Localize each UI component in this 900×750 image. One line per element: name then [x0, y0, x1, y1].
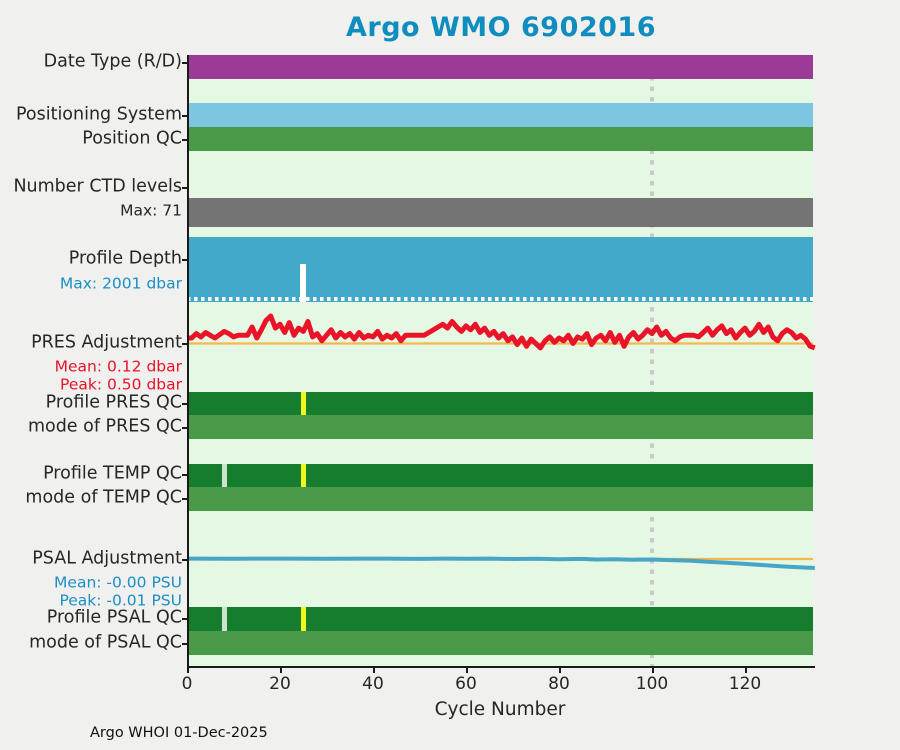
qc-flag-notch [300, 392, 306, 415]
y-tick [182, 403, 187, 405]
row-label-mode_temp_qc: mode of TEMP QC [25, 487, 182, 508]
x-axis-title: Cycle Number [434, 699, 566, 720]
row-label-positioning_system: Positioning System [15, 104, 182, 125]
x-tick-label: 120 [728, 674, 762, 694]
y-tick [182, 139, 187, 141]
x-tick [559, 666, 561, 673]
x-tick-label: 100 [635, 674, 669, 694]
bar-mode_temp_qc [187, 487, 813, 511]
row-label-psal_adjustment: PSAL Adjustment [32, 548, 182, 569]
row-sublabel-psal_adjustment: Mean: -0.00 PSU [54, 573, 182, 592]
y-tick [182, 643, 187, 645]
page-title: Argo WMO 6902016 [346, 12, 656, 43]
bar-mode_psal_qc [187, 631, 813, 655]
bar-date_type [187, 55, 813, 79]
row-sublabel-profile_depth: Max: 2001 dbar [59, 274, 182, 293]
cycle-marker-dotted-line [650, 55, 654, 666]
y-tick [182, 343, 187, 345]
x-tick-label: 60 [455, 674, 477, 694]
row-label-mode_psal_qc: mode of PSAL QC [29, 632, 182, 653]
bar-mode_pres_qc [187, 415, 813, 439]
max-depth-dashed-line [187, 297, 813, 301]
bar-num_ctd_levels [187, 198, 813, 227]
x-tick [280, 666, 282, 673]
adjustment-lines-svg [186, 313, 816, 570]
x-tick [652, 666, 654, 673]
x-tick-label: 40 [362, 674, 384, 694]
row-sublabel-num_ctd_levels: Max: 71 [120, 201, 182, 220]
x-tick [187, 666, 189, 673]
row-label-profile_psal_qc: Profile PSAL QC [46, 607, 182, 628]
y-tick [182, 474, 187, 476]
bar-positioning_system [187, 103, 813, 127]
x-tick-label: 80 [548, 674, 570, 694]
row-label-num_ctd_levels: Number CTD levels [13, 176, 182, 197]
x-tick-label: 20 [269, 674, 291, 694]
y-tick [182, 498, 187, 500]
bar-profile_pres_qc [187, 392, 813, 415]
x-tick [745, 666, 747, 673]
qc-flag-notch [300, 464, 306, 487]
qc-flag-notch [300, 607, 306, 631]
row-sublabel-pres_adjustment: Peak: 0.50 dbar [60, 375, 182, 394]
x-tick [373, 666, 375, 673]
bar-position_qc [187, 127, 813, 151]
y-tick [182, 115, 187, 117]
x-tick-label: 0 [181, 674, 193, 694]
row-label-profile_pres_qc: Profile PRES QC [45, 392, 182, 413]
y-tick [182, 62, 187, 64]
psal_adjustment-line [186, 556, 815, 570]
missing-profile-notch [300, 264, 307, 302]
pres_adjustment-line [187, 313, 816, 351]
row-label-profile_temp_qc: Profile TEMP QC [43, 463, 182, 484]
y-tick [182, 618, 187, 620]
row-label-pres_adjustment: PRES Adjustment [31, 332, 182, 353]
qc-flag-notch [221, 607, 227, 631]
row-label-profile_depth: Profile Depth [68, 248, 182, 269]
plot-area [186, 55, 816, 666]
row-sublabel-pres_adjustment: Mean: 0.12 dbar [54, 357, 182, 376]
y-tick [182, 559, 187, 561]
row-sublabel-psal_adjustment: Peak: -0.01 PSU [59, 591, 182, 610]
y-tick [182, 187, 187, 189]
bar-profile_depth [187, 237, 813, 302]
qc-flag-notch [221, 464, 227, 487]
y-tick [182, 427, 187, 429]
x-axis-line [187, 666, 815, 668]
footer-attribution: Argo WHOI 01-Dec-2025 [90, 725, 268, 741]
bar-profile_temp_qc [187, 464, 813, 487]
y-tick [182, 259, 187, 261]
bar-profile_psal_qc [187, 607, 813, 631]
row-label-position_qc: Position QC [82, 128, 182, 149]
row-label-mode_pres_qc: mode of PRES QC [27, 416, 182, 437]
x-tick [466, 666, 468, 673]
y-axis-line [187, 55, 189, 667]
row-label-date_type: Date Type (R/D) [43, 51, 182, 72]
